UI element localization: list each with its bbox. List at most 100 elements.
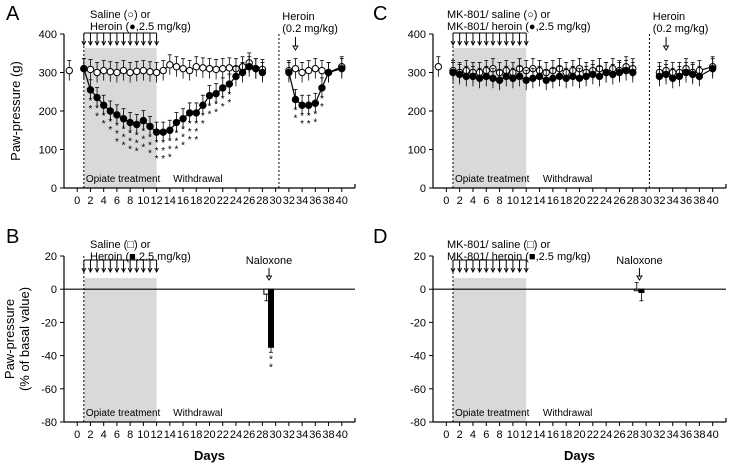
panel-d-injection-arrowhead bbox=[470, 267, 476, 274]
panel-a-point-open bbox=[305, 66, 313, 75]
panel-a-withdrawal-label: Withdrawal bbox=[173, 174, 222, 185]
panel-d-xtick-label: 24 bbox=[600, 429, 612, 441]
panel-d-xlabel: Days bbox=[564, 448, 595, 463]
panel-b-xtick-label: 20 bbox=[203, 429, 215, 441]
panel-a-significance-star: * bbox=[307, 119, 311, 130]
panel-c-point-filled bbox=[502, 72, 510, 81]
panel-b-xtick-label: 22 bbox=[217, 429, 229, 441]
panel-a-point-filled bbox=[172, 118, 181, 127]
panel-a-ytick-label: 300 bbox=[39, 68, 57, 80]
panel-a-xtick-label: 18 bbox=[190, 195, 202, 207]
panel-a-significance-star: * bbox=[181, 141, 185, 152]
panel-a-significance-star: * bbox=[115, 137, 119, 148]
panel-a-significance-star: * bbox=[128, 145, 132, 156]
panel-a-significance-star: * bbox=[208, 102, 212, 113]
panel-a-point-filled bbox=[245, 63, 253, 71]
panel-c-point-filled bbox=[662, 70, 670, 79]
panel-a-point-open bbox=[86, 65, 95, 74]
panel-a-point-open bbox=[318, 66, 326, 75]
panel-c-point-filled bbox=[695, 72, 704, 81]
panel-d-ytick-label: -80 bbox=[410, 417, 426, 429]
panel-d-xtick-label: 16 bbox=[547, 429, 559, 441]
panel-b-challenge-label: Naloxone bbox=[246, 255, 292, 267]
panel-c-point-filled bbox=[555, 72, 564, 81]
panel-c-point-filled bbox=[602, 68, 610, 77]
panel-a-point-filled bbox=[291, 95, 300, 104]
panel-a-injection-arrowhead bbox=[94, 40, 100, 47]
panel-c-xtick-label: 2 bbox=[457, 195, 463, 207]
panel-a-point-filled bbox=[285, 68, 293, 77]
panel-c-point-filled bbox=[708, 64, 717, 73]
panel-a-significance-star: * bbox=[102, 119, 106, 130]
panel-b-treatment-shading bbox=[83, 278, 157, 422]
panel-c-injection-arrowhead bbox=[450, 40, 456, 47]
panel-b-ylabel-line1: Paw-pressure bbox=[2, 299, 17, 379]
panel-a-significance-star: * bbox=[89, 104, 93, 115]
panel-d-xtick-label: 22 bbox=[587, 429, 599, 441]
panel-a-injection-arrowhead bbox=[140, 40, 146, 47]
panel-a-point-filled bbox=[324, 68, 333, 77]
panel-a-point-open bbox=[106, 68, 114, 76]
panel-c-xtick-label: 18 bbox=[560, 195, 572, 207]
panel-c-injection-arrowhead bbox=[497, 40, 502, 47]
panel-a-point-filled bbox=[225, 80, 234, 88]
panel-a-significance-star: * bbox=[320, 102, 324, 113]
panel-a-xtick-label: 38 bbox=[322, 195, 334, 207]
panel-a-point-filled bbox=[119, 115, 128, 123]
panel-d-xtick-label: 10 bbox=[507, 429, 519, 441]
panel-b-xlabel: Days bbox=[194, 448, 225, 463]
panel-c-ytick-label: 400 bbox=[408, 29, 426, 41]
panel-a-point-open bbox=[119, 66, 128, 75]
panel-a-injection-arrowhead bbox=[134, 40, 140, 47]
panel-b-ylabel-line2: (% of basal value) bbox=[17, 287, 32, 391]
panel-b-injection-arrowhead bbox=[154, 267, 159, 274]
panel-c-injection-arrowhead bbox=[470, 40, 476, 47]
panel-a-point-open bbox=[65, 66, 73, 75]
panel-a-point-open bbox=[166, 61, 174, 69]
panel-b-ytick-label: -20 bbox=[41, 317, 57, 329]
panel-a-significance-star: * bbox=[95, 112, 99, 123]
panel-b-injection-arrowhead bbox=[107, 267, 113, 274]
panel-a-injection-arrowhead bbox=[127, 40, 133, 47]
panel-a-significance-star: * bbox=[214, 108, 218, 119]
panel-c-point-filled bbox=[582, 72, 590, 81]
panel-c-xtick-label: 34 bbox=[667, 195, 679, 207]
panel-a-challenge-arrowhead bbox=[292, 45, 299, 51]
panel-a-injection-arrowhead bbox=[114, 40, 120, 47]
panel-b-xtick-label: 40 bbox=[336, 429, 348, 441]
panel-a-significance-star: * bbox=[188, 135, 192, 146]
panel-d-xtick-label: 20 bbox=[573, 429, 585, 441]
panel-a-xtick-label: 36 bbox=[309, 195, 321, 207]
panel-d-xtick-label: 40 bbox=[707, 429, 719, 441]
panel-c-withdrawal-label: Withdrawal bbox=[543, 174, 592, 185]
panel-b-xtick-label: 30 bbox=[270, 429, 282, 441]
panel-c-point-filled bbox=[475, 74, 484, 82]
panel-c-point-filled bbox=[489, 74, 497, 82]
panel-a-point-filled bbox=[238, 68, 247, 77]
panel-a-legend-line1: Saline (○) or bbox=[90, 9, 151, 21]
panel-a-treatment-label: Opiate treatment bbox=[86, 174, 161, 185]
panel-d-xtick-label: 2 bbox=[457, 429, 463, 441]
panel-a-point-open bbox=[219, 64, 227, 73]
panel-d-injection-arrowhead bbox=[483, 267, 489, 274]
panel-d-ytick-label: 0 bbox=[420, 284, 426, 296]
panel-a-point-open bbox=[126, 68, 134, 77]
panel-a-injection-arrowhead bbox=[81, 40, 87, 47]
panel-a-significance-star: * bbox=[174, 137, 178, 148]
panel-d-ytick-label: 20 bbox=[414, 251, 426, 263]
panel-b-injection-arrowhead bbox=[101, 267, 107, 274]
panel-a-significance-star: * bbox=[115, 129, 119, 140]
panel-c-xtick-label: 38 bbox=[693, 195, 705, 207]
panel-c-point-filled bbox=[509, 74, 517, 82]
panel-a-injection-arrowhead bbox=[107, 40, 113, 47]
panel-a-injection-arrowhead bbox=[154, 40, 159, 47]
panel-a-significance-star: * bbox=[227, 98, 231, 109]
panel-a-ytick-label: 0 bbox=[51, 183, 57, 195]
panel-a-point-filled bbox=[258, 68, 267, 77]
panel-a-point-open bbox=[172, 63, 181, 71]
panel-d-xtick-label: 32 bbox=[653, 429, 665, 441]
panel-c-ytick-label: 300 bbox=[408, 68, 426, 80]
panel-c-xtick-label: 22 bbox=[587, 195, 599, 207]
panel-c-injection-arrowhead bbox=[523, 40, 529, 47]
panel-a-significance-star: * bbox=[128, 137, 132, 148]
